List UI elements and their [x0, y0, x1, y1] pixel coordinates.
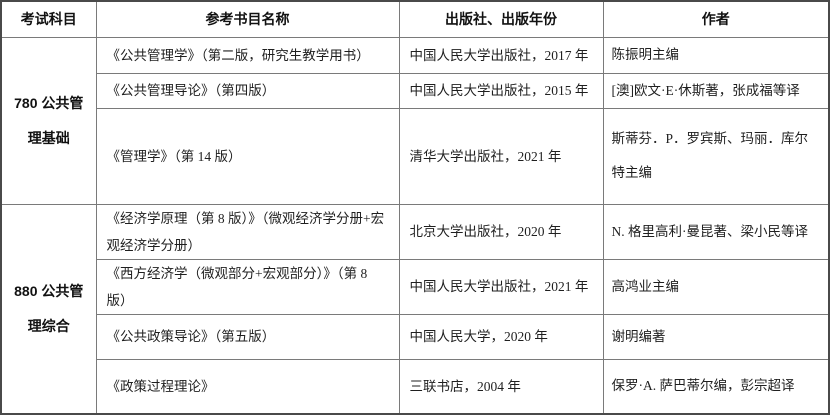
author-cell: 高鸿业主编 — [602, 258, 830, 315]
book-title-cell: 《西方经济学（微观部分+宏观部分）》（第 8 版） — [95, 258, 400, 315]
publisher-cell: 中国人民大学出版社，2021 年 — [398, 258, 604, 315]
publisher-cell: 北京大学出版社，2020 年 — [398, 203, 604, 260]
book-title-cell: 《管理学》（第 14 版） — [95, 107, 400, 205]
book-title-cell: 《政策过程理论》 — [95, 358, 400, 415]
table-row: 《西方经济学（微观部分+宏观部分）》（第 8 版） 中国人民大学出版社，2021… — [1, 258, 830, 315]
author-cell: 斯蒂芬．P．罗宾斯、玛丽．库尔特主编 — [602, 107, 830, 205]
subject-line: 理综合 — [27, 318, 70, 335]
publisher-cell: 中国人民大学出版社，2015 年 — [398, 72, 604, 109]
subject-line: 理基础 — [27, 129, 70, 146]
table-row: 《政策过程理论》 三联书店，2004 年 保罗·A. 萨巴蒂尔编，彭宗超译 — [1, 358, 830, 415]
col-header-author: 作者 — [602, 0, 830, 38]
subject-line: 880 公共管 — [14, 283, 84, 300]
subject-cell-880: 880 公共管 理综合 — [0, 203, 97, 415]
author-cell: 谢明编著 — [602, 313, 830, 360]
author-cell: 陈振明主编 — [602, 36, 830, 74]
table-row: 780 公共管 理基础 《公共管理学》（第二版，研究生教学用书） 中国人民大学出… — [0, 36, 830, 205]
col-header-exam-subject: 考试科目 — [0, 0, 97, 38]
table-row: 《公共政策导论》（第五版） 中国人民大学，2020 年 谢明编著 — [1, 313, 830, 360]
table-row: 《管理学》（第 14 版） 清华大学出版社，2021 年 斯蒂芬．P．罗宾斯、玛… — [1, 107, 830, 205]
subject-cell-780: 780 公共管 理基础 — [0, 36, 97, 205]
publisher-cell: 中国人民大学出版社，2017 年 — [398, 36, 604, 74]
col-header-book-title: 参考书目名称 — [95, 0, 400, 38]
subject-line: 780 公共管 — [14, 94, 84, 111]
book-title-cell: 《公共政策导论》（第五版） — [95, 313, 400, 360]
publisher-cell: 中国人民大学，2020 年 — [398, 313, 604, 360]
author-cell: 保罗·A. 萨巴蒂尔编，彭宗超译 — [602, 358, 830, 415]
book-title-cell: 《经济学原理（第 8 版）》（微观经济学分册+宏观经济学分册） — [95, 203, 400, 260]
publisher-cell: 三联书店，2004 年 — [398, 358, 604, 415]
author-cell: [澳]欧文·E·休斯著，张成福等译 — [602, 72, 830, 109]
author-cell: N. 格里高利·曼昆著、梁小民等译 — [602, 203, 830, 260]
book-title-cell: 《公共管理学》（第二版，研究生教学用书） — [95, 36, 400, 74]
col-header-publisher-year: 出版社、出版年份 — [398, 0, 604, 38]
table-row: 《公共管理导论》（第四版） 中国人民大学出版社，2015 年 [澳]欧文·E·休… — [1, 72, 830, 109]
publisher-cell: 清华大学出版社，2021 年 — [398, 107, 604, 205]
header-row: 考试科目 参考书目名称 出版社、出版年份 作者 — [0, 0, 830, 38]
book-title-cell: 《公共管理导论》（第四版） — [95, 72, 400, 109]
table-row: 880 公共管 理综合 《经济学原理（第 8 版）》（微观经济学分册+宏观经济学… — [0, 203, 830, 415]
